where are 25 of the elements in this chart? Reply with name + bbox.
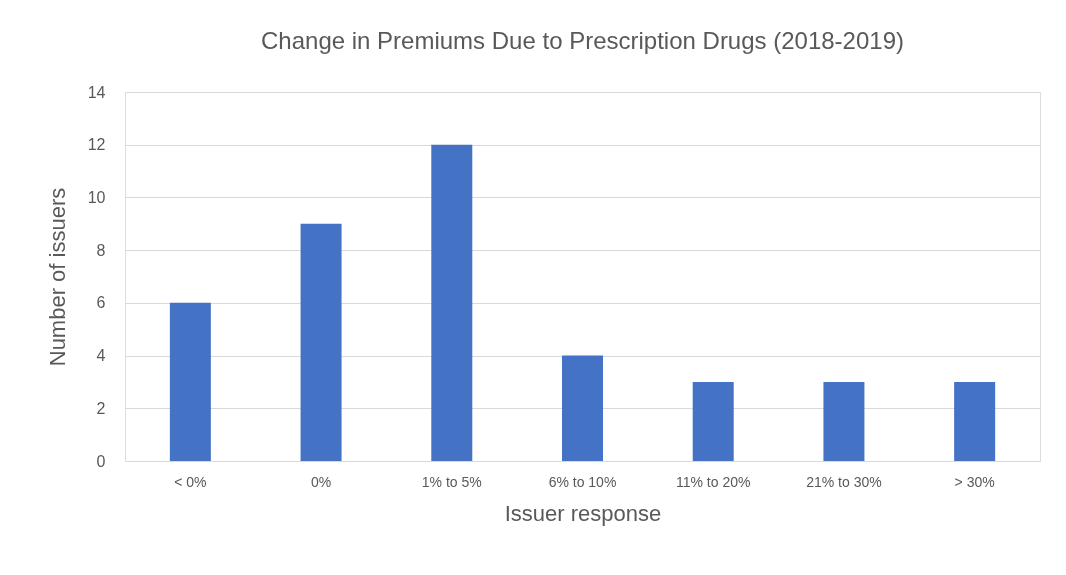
y-tick-label: 8 bbox=[96, 241, 106, 259]
x-tick-label: 11% to 20% bbox=[675, 473, 751, 490]
chart-title: Change in Premiums Due to Prescription Drugs (2018-2019) bbox=[261, 27, 904, 54]
y-tick-label: 12 bbox=[87, 136, 106, 154]
y-axis-title: Number of issuers bbox=[44, 187, 70, 367]
x-tick-label: > 30% bbox=[954, 473, 995, 490]
y-tick-label: 6 bbox=[96, 294, 106, 312]
y-tick-label: 4 bbox=[96, 347, 106, 365]
y-tick-label: 2 bbox=[96, 399, 106, 417]
bar bbox=[431, 144, 473, 461]
bar bbox=[300, 223, 342, 461]
x-tick-label: 0% bbox=[310, 473, 332, 490]
y-tick-label: 0 bbox=[96, 452, 106, 470]
y-tick-label: 14 bbox=[87, 83, 106, 101]
y-tick-label: 10 bbox=[87, 188, 106, 206]
bar bbox=[562, 355, 603, 461]
x-tick-label: 6% to 10% bbox=[548, 473, 617, 490]
x-tick-label: 21% to 30% bbox=[806, 473, 882, 490]
x-tick-label: < 0% bbox=[174, 473, 207, 490]
bar bbox=[169, 302, 211, 461]
x-tick-label: 1% to 5% bbox=[421, 473, 482, 490]
bar bbox=[692, 381, 734, 461]
bar bbox=[954, 381, 996, 461]
bar bbox=[823, 381, 865, 461]
x-axis-title: Issuer response bbox=[504, 500, 662, 526]
